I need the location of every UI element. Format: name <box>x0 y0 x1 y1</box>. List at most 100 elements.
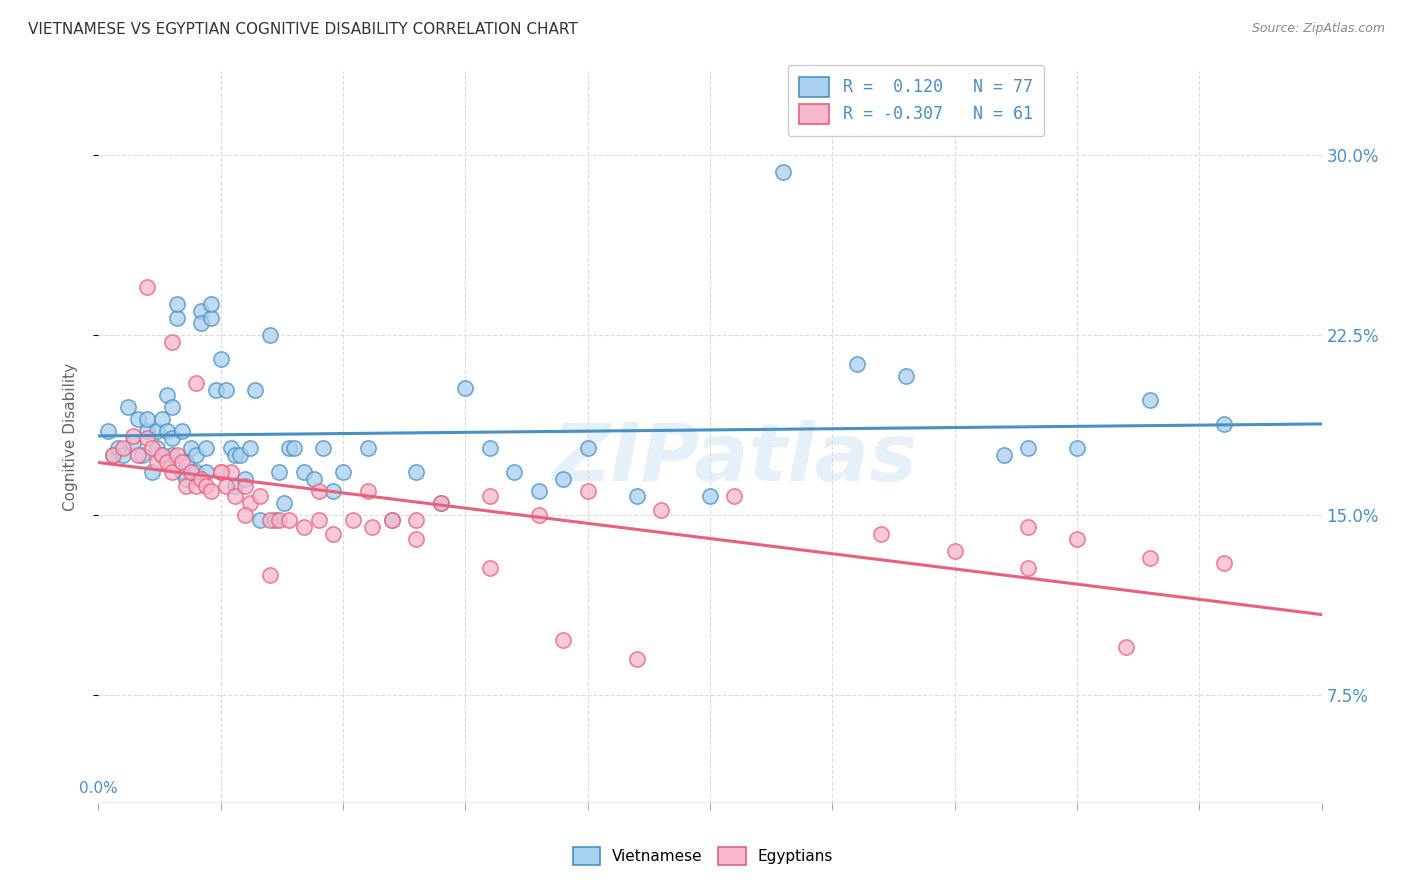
Point <box>243 384 266 398</box>
Point <box>430 496 453 510</box>
Point <box>209 352 232 367</box>
Point <box>269 513 291 527</box>
Point <box>107 441 129 455</box>
Point <box>381 513 404 527</box>
Point <box>1115 640 1137 654</box>
Point <box>160 448 183 462</box>
Point <box>170 465 193 479</box>
Point <box>180 465 202 479</box>
Point <box>117 400 139 414</box>
Point <box>430 496 453 510</box>
Point <box>1139 392 1161 407</box>
Point <box>121 436 143 450</box>
Point <box>176 455 198 469</box>
Point <box>527 508 550 522</box>
Point <box>943 544 966 558</box>
Point <box>273 496 295 510</box>
Point <box>478 441 501 455</box>
Point <box>195 465 218 479</box>
Point <box>650 503 672 517</box>
Point <box>553 632 575 647</box>
Point <box>224 448 246 462</box>
Point <box>626 489 648 503</box>
Point <box>131 448 153 462</box>
Point <box>1212 417 1234 431</box>
Point <box>239 496 262 510</box>
Point <box>259 568 281 582</box>
Point <box>101 448 124 462</box>
Point <box>146 455 169 469</box>
Point <box>186 465 208 479</box>
Point <box>993 448 1015 462</box>
Point <box>342 513 364 527</box>
Point <box>141 465 163 479</box>
Point <box>146 441 169 455</box>
Point <box>332 465 354 479</box>
Point <box>723 489 745 503</box>
Point <box>160 335 183 350</box>
Point <box>308 483 330 498</box>
Legend: Vietnamese, Egyptians: Vietnamese, Egyptians <box>567 841 839 871</box>
Point <box>200 311 222 326</box>
Point <box>478 489 501 503</box>
Legend: R =  0.120   N = 77, R = -0.307   N = 61: R = 0.120 N = 77, R = -0.307 N = 61 <box>787 65 1045 136</box>
Point <box>249 489 271 503</box>
Point <box>1017 561 1039 575</box>
Point <box>292 520 315 534</box>
Point <box>195 441 218 455</box>
Point <box>454 381 477 395</box>
Point <box>381 513 404 527</box>
Point <box>97 424 120 438</box>
Point <box>478 561 501 575</box>
Point <box>190 316 212 330</box>
Point <box>136 280 159 294</box>
Point <box>1212 556 1234 570</box>
Point <box>1066 532 1088 546</box>
Text: 0.0%: 0.0% <box>79 780 118 796</box>
Point <box>233 508 256 522</box>
Point <box>136 431 159 445</box>
Point <box>141 441 163 455</box>
Point <box>150 412 173 426</box>
Point <box>180 441 202 455</box>
Point <box>1066 441 1088 455</box>
Point <box>322 527 344 541</box>
Point <box>527 483 550 498</box>
Point <box>136 412 159 426</box>
Point <box>166 448 188 462</box>
Point <box>150 448 173 462</box>
Point <box>233 479 256 493</box>
Point <box>292 465 315 479</box>
Point <box>219 465 242 479</box>
Point <box>170 455 193 469</box>
Point <box>186 448 208 462</box>
Point <box>278 441 301 455</box>
Y-axis label: Cognitive Disability: Cognitive Disability <box>63 363 77 511</box>
Point <box>156 388 179 402</box>
Point <box>772 165 794 179</box>
Text: Source: ZipAtlas.com: Source: ZipAtlas.com <box>1251 22 1385 36</box>
Point <box>224 489 246 503</box>
Point <box>308 513 330 527</box>
Point <box>361 520 384 534</box>
Point <box>259 513 281 527</box>
Point <box>146 424 169 438</box>
Point <box>170 424 193 438</box>
Point <box>160 465 183 479</box>
Point <box>160 400 183 414</box>
Point <box>699 489 721 503</box>
Point <box>278 513 301 527</box>
Point <box>121 429 143 443</box>
Point <box>312 441 335 455</box>
Point <box>200 483 222 498</box>
Point <box>405 465 427 479</box>
Point <box>111 441 134 455</box>
Point <box>224 479 246 493</box>
Point <box>209 465 232 479</box>
Point <box>214 479 236 493</box>
Point <box>259 328 281 343</box>
Point <box>249 513 271 527</box>
Point <box>111 448 134 462</box>
Point <box>186 479 208 493</box>
Point <box>190 472 212 486</box>
